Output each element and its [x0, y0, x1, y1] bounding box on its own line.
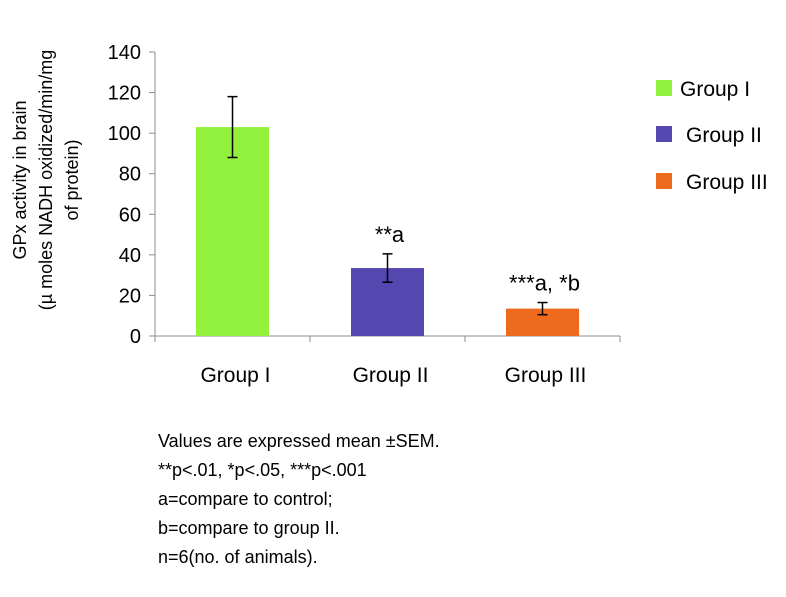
note-values: Values are expressed mean ±SEM. — [158, 431, 440, 451]
y-tick-label: 120 — [108, 83, 141, 105]
x-tick-label: Group II — [353, 364, 429, 387]
y-tick-label: 40 — [119, 245, 141, 267]
y-axis-title: GPx activity in brain — [10, 100, 30, 259]
legend-label: Group II — [686, 124, 762, 147]
x-tick-label: Group III — [505, 364, 587, 387]
legend-label: Group III — [686, 171, 768, 194]
bar — [196, 127, 269, 336]
note-a-definition: a=compare to control; — [158, 489, 333, 509]
y-axis-title: (µ moles NADH oxidized/min/mg — [36, 50, 56, 310]
bar-chart: 0 20 40 60 80 100 120 140 Group I Group II **a Grou… — [10, 42, 768, 387]
y-tick-label: 140 — [108, 42, 141, 64]
y-tick-label: 20 — [119, 285, 141, 307]
legend-swatch — [656, 173, 672, 189]
y-tick-label: 60 — [119, 204, 141, 226]
legend-label: Group I — [680, 78, 750, 101]
y-axis-title: of protein) — [62, 139, 82, 220]
legend-swatch — [656, 80, 672, 96]
y-tick-label: 80 — [119, 164, 141, 186]
y-tick-label: 100 — [108, 123, 141, 145]
x-tick-label: Group I — [200, 364, 270, 387]
chart-notes: Values are expressed mean ±SEM. **p<.01,… — [158, 427, 440, 572]
legend-swatch — [656, 126, 672, 142]
y-tick-label: 0 — [130, 326, 141, 348]
note-significance: **p<.01, *p<.05, ***p<.001 — [158, 460, 367, 480]
note-sample-size: n=6(no. of animals). — [158, 547, 318, 567]
significance-annotation: ***a, *b — [509, 271, 580, 296]
note-b-definition: b=compare to group II. — [158, 518, 340, 538]
significance-annotation: **a — [375, 222, 405, 247]
